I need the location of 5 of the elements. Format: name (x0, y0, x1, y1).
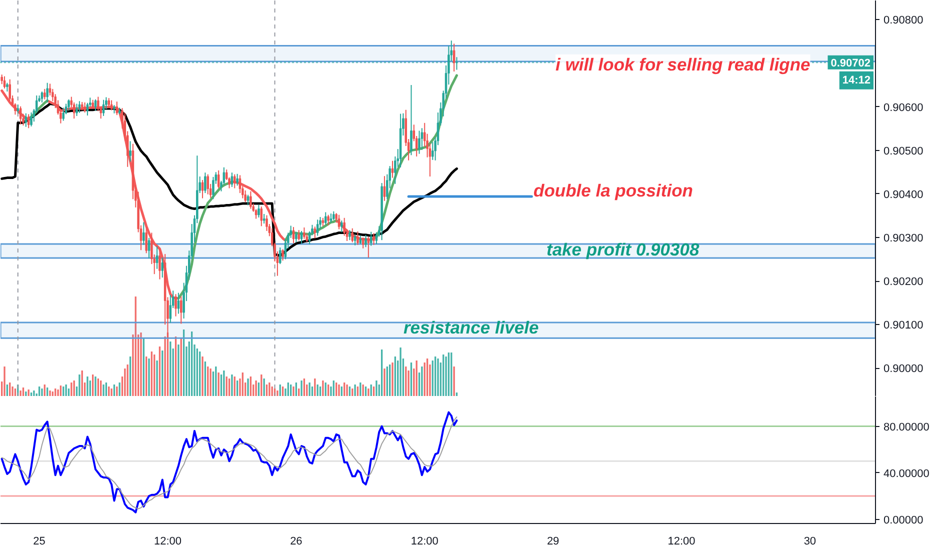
candlestick (19, 106, 22, 125)
candlestick (24, 112, 28, 128)
candlestick (27, 114, 30, 129)
candlestick (30, 112, 32, 127)
candlestick (0, 74, 3, 85)
